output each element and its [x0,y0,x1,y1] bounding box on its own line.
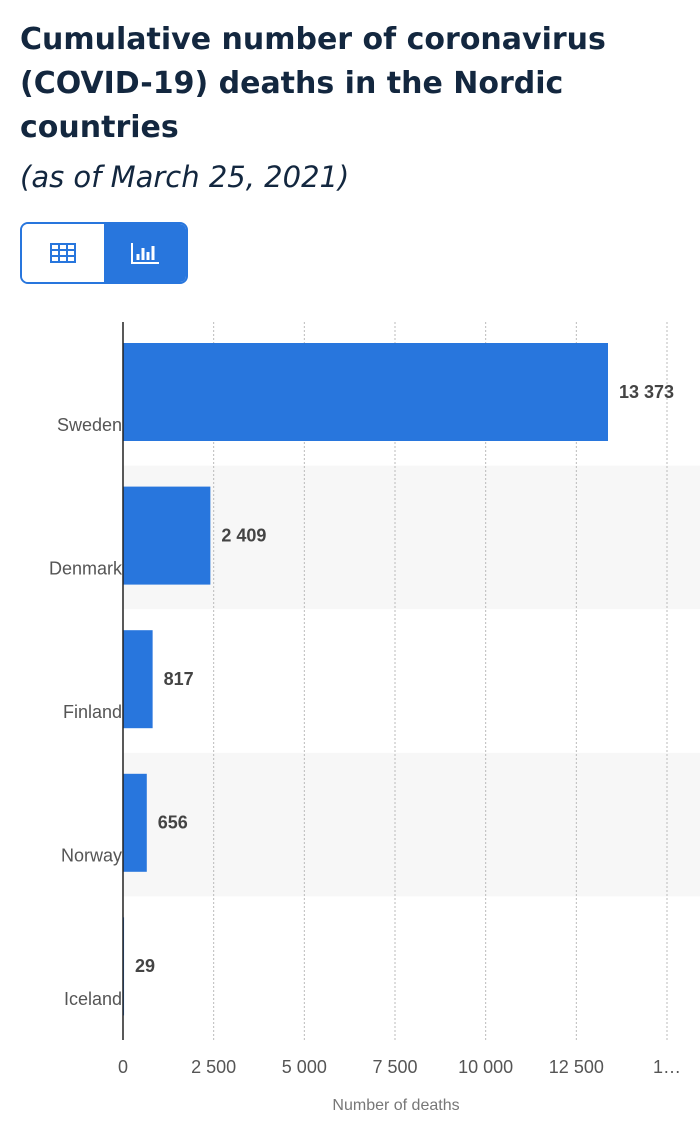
x-tick-label: 12 500 [549,1057,604,1077]
view-toggle [20,222,188,284]
chart-subtitle: (as of March 25, 2021) [20,160,350,194]
chart-view-button[interactable] [104,224,186,282]
x-tick-label: 1… [653,1057,681,1077]
y-tick-label: Sweden [57,415,122,435]
y-tick-label: Iceland [64,989,122,1009]
table-view-button[interactable] [22,224,104,282]
value-label: 817 [164,669,194,689]
bar [123,773,147,872]
x-tick-label: 10 000 [458,1057,513,1077]
bar [123,343,608,441]
x-tick-label: 5 000 [282,1057,327,1077]
y-tick-label: Finland [63,702,122,722]
value-label: 2 409 [221,525,266,545]
chart-title: Cumulative number of coronavirus (COVID-… [20,22,606,145]
table-icon [50,243,76,263]
x-axis-label: Number of deaths [332,1097,459,1114]
bar [123,486,211,585]
x-tick-label: 7 500 [372,1057,417,1077]
x-tick-label: 0 [118,1057,128,1077]
band-stripe [123,465,700,610]
x-tick-label: 2 500 [191,1057,236,1077]
value-label: 13 373 [619,382,674,402]
value-label: 656 [158,813,188,833]
value-label: 29 [135,956,155,976]
band-stripe [123,752,700,897]
y-tick-label: Denmark [49,558,123,578]
y-tick-label: Norway [61,846,122,866]
bar [123,630,153,729]
chart-icon [131,243,159,264]
